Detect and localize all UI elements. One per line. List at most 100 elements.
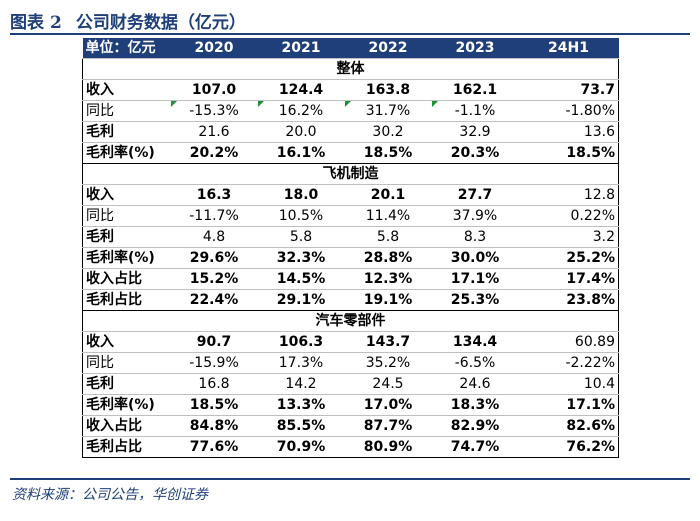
cell-value: 30.0% bbox=[450, 250, 500, 266]
cell-value: 37.9% bbox=[452, 208, 498, 224]
cell-value: 10.5% bbox=[278, 208, 324, 224]
row-label: 收入 bbox=[82, 79, 171, 101]
cell-value: 134.4 bbox=[452, 334, 498, 350]
table-cell: 16.8 bbox=[170, 373, 258, 395]
figure-caption: 公司财务数据（亿元） bbox=[75, 13, 246, 33]
table-cell: 32.3% bbox=[257, 247, 345, 269]
table-row: 同比 -15.3% 16.2% 31.7% -1.1% -1.80% bbox=[82, 100, 619, 122]
cell-value: 77.6% bbox=[189, 439, 239, 455]
cell-value: 16.8 bbox=[198, 376, 230, 392]
table-cell: 29.6% bbox=[170, 247, 258, 269]
section-header-row: 整体 bbox=[82, 58, 619, 80]
table-row: 收入 90.7 106.3 143.7 134.4 60.89 bbox=[82, 331, 619, 353]
row-label: 毛利占比 bbox=[82, 436, 171, 458]
table-cell: 107.0 bbox=[170, 79, 258, 101]
table-cell: 21.6 bbox=[170, 121, 258, 143]
table-header: 单位：亿元 2020 2021 2022 2023 24H1 bbox=[82, 38, 619, 59]
row-label: 同比 bbox=[82, 205, 171, 227]
cell-value: 124.4 bbox=[278, 82, 324, 98]
cell-value: 23.8% bbox=[566, 292, 615, 308]
cell-value: 14.2 bbox=[285, 376, 317, 392]
table-cell: 18.5% bbox=[518, 142, 619, 164]
table-row: 收入 107.0 124.4 163.8 162.1 73.7 bbox=[82, 79, 619, 101]
table-cell: 82.6% bbox=[518, 415, 619, 437]
table-cell: 82.9% bbox=[431, 415, 519, 437]
table-cell: 90.7 bbox=[170, 331, 258, 353]
table-cell: 18.3% bbox=[431, 394, 519, 416]
table-row: 收入占比 15.2% 14.5% 12.3% 17.1% 17.4% bbox=[82, 268, 619, 290]
table-cell: -1.80% bbox=[518, 100, 619, 122]
cell-value: 28.8% bbox=[363, 250, 413, 266]
table-cell: 3.2 bbox=[518, 226, 619, 248]
row-label: 收入 bbox=[82, 331, 171, 353]
cell-value: 163.8 bbox=[365, 82, 411, 98]
cell-value: 14.5% bbox=[276, 271, 326, 287]
cell-value: 76.2% bbox=[566, 439, 615, 455]
cell-value: 74.7% bbox=[450, 439, 500, 455]
table-cell: 17.1% bbox=[431, 268, 519, 290]
cell-value: -15.3% bbox=[189, 103, 239, 119]
cell-value: 17.1% bbox=[450, 271, 500, 287]
table-cell: 24.6 bbox=[431, 373, 519, 395]
cell-value: 30.2 bbox=[372, 124, 404, 140]
cell-value: -6.5% bbox=[454, 355, 496, 371]
cell-value: 25.3% bbox=[450, 292, 500, 308]
cell-value: -11.7% bbox=[189, 208, 239, 224]
header-2020: 2020 bbox=[170, 38, 258, 59]
cell-value: -2.22% bbox=[565, 355, 615, 371]
cell-value: 20.0 bbox=[285, 124, 317, 140]
table-cell: 18.0 bbox=[257, 184, 345, 206]
table-cell: -2.22% bbox=[518, 352, 619, 374]
table-cell: 20.1 bbox=[344, 184, 432, 206]
table-cell: 13.3% bbox=[257, 394, 345, 416]
table-cell: 74.7% bbox=[431, 436, 519, 458]
row-label: 毛利占比 bbox=[82, 289, 171, 311]
table-cell: 10.4 bbox=[518, 373, 619, 395]
table-cell: 35.2% bbox=[344, 352, 432, 374]
cell-value: 17.0% bbox=[363, 397, 413, 413]
table-row: 毛利 16.8 14.2 24.5 24.6 10.4 bbox=[82, 373, 619, 395]
financial-table: 单位：亿元 2020 2021 2022 2023 24H1 整体 收入 107.0… bbox=[82, 38, 619, 458]
row-label: 同比 bbox=[82, 352, 171, 374]
cell-value: 12.8 bbox=[583, 187, 615, 203]
table-cell: 11.4% bbox=[344, 205, 432, 227]
table-cell: 29.1% bbox=[257, 289, 345, 311]
cell-value: 18.0 bbox=[283, 187, 319, 203]
table-cell: 17.0% bbox=[344, 394, 432, 416]
cell-value: 18.5% bbox=[363, 145, 413, 161]
header-2023: 2023 bbox=[431, 38, 519, 59]
cell-value: 12.3% bbox=[363, 271, 413, 287]
cell-value: 70.9% bbox=[276, 439, 326, 455]
table-cell: 28.8% bbox=[344, 247, 432, 269]
cell-value: 18.5% bbox=[189, 397, 239, 413]
cell-value: 11.4% bbox=[365, 208, 411, 224]
table-cell: -15.3% bbox=[170, 100, 258, 122]
table-cell: 24.5 bbox=[344, 373, 432, 395]
cell-value: 107.0 bbox=[191, 82, 237, 98]
row-label: 毛利 bbox=[82, 373, 171, 395]
table-cell: 5.8 bbox=[344, 226, 432, 248]
cell-value: 16.1% bbox=[276, 145, 326, 161]
table-cell: 17.1% bbox=[518, 394, 619, 416]
cell-value: 80.9% bbox=[363, 439, 413, 455]
cell-value: 84.8% bbox=[189, 418, 239, 434]
table-body: 整体 收入 107.0 124.4 163.8 162.1 73.7 同比 -15.3% 16.2… bbox=[82, 58, 619, 458]
table-cell: 76.2% bbox=[518, 436, 619, 458]
table-cell: 17.3% bbox=[257, 352, 345, 374]
cell-value: 73.7 bbox=[580, 82, 615, 98]
table-cell: 12.8 bbox=[518, 184, 619, 206]
cell-value: 90.7 bbox=[196, 334, 232, 350]
cell-value: 20.2% bbox=[189, 145, 239, 161]
table-row: 毛利率(%) 18.5% 13.3% 17.0% 18.3% 17.1% bbox=[82, 394, 619, 416]
table-cell: 30.2 bbox=[344, 121, 432, 143]
cell-value: 35.2% bbox=[365, 355, 411, 371]
table-cell: 70.9% bbox=[257, 436, 345, 458]
row-label: 毛利 bbox=[82, 121, 171, 143]
top-rule bbox=[10, 33, 690, 35]
table-cell: 162.1 bbox=[431, 79, 519, 101]
table-cell: 84.8% bbox=[170, 415, 258, 437]
bottom-rule bbox=[10, 478, 690, 480]
cell-value: 3.2 bbox=[592, 229, 615, 245]
cell-value: 24.6 bbox=[459, 376, 491, 392]
figure-label: 图表 bbox=[10, 13, 44, 33]
